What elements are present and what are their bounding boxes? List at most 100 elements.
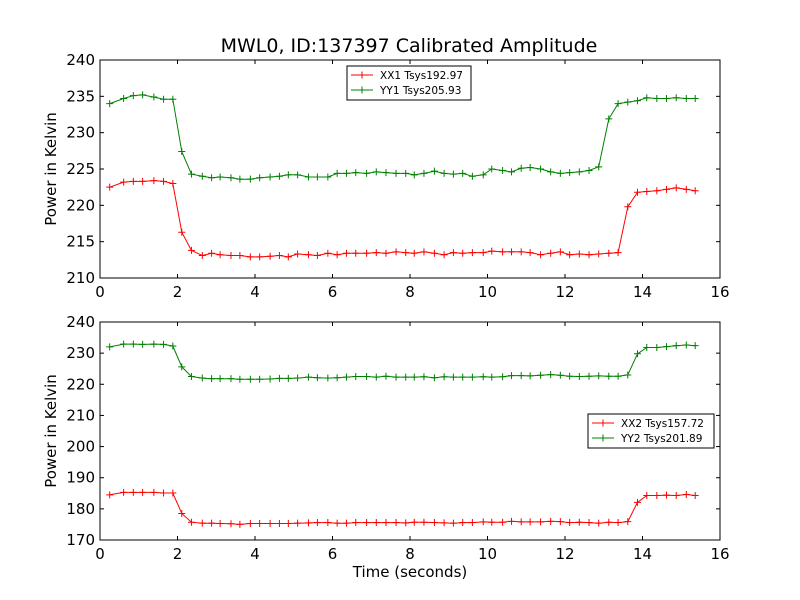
data-point [187,170,195,178]
data-point [198,519,206,527]
data-point [440,373,448,381]
subplot-2: 0 2 4 6 8 10 12 14 16 170 180 190 200 210 220 230 240 Pow… [42,313,730,581]
x-tick-label: 10 [478,545,497,563]
data-point [106,343,114,351]
data-point [208,375,216,383]
data-point [284,171,292,179]
y-tick-label: 235 [66,87,95,105]
data-point [479,249,487,257]
data-point [266,375,274,383]
data-point [614,249,622,257]
series-1 [106,177,699,261]
data-point [488,518,496,526]
data-point [275,251,283,259]
data-point [178,148,186,156]
data-point [178,510,186,518]
data-point [198,374,206,382]
data-point [508,372,516,380]
data-point [216,519,224,527]
data-point [313,173,321,181]
data-point [294,171,302,179]
x-axis-label: Time (seconds) [352,563,468,581]
data-point [372,249,380,257]
data-point [488,373,496,381]
data-point [420,518,428,526]
data-point [595,372,603,380]
data-point [556,518,564,526]
data-point [236,175,244,183]
data-point [160,95,168,103]
data-point [624,371,632,379]
data-point [575,373,583,380]
data-point [479,171,487,179]
data-point [585,519,593,527]
data-point [294,250,302,258]
data-point [246,253,254,261]
data-point [526,518,534,526]
legend-entry: YY2 Tsys201.89 [620,433,702,445]
data-point [575,168,583,176]
data-point [304,251,312,259]
data-point [595,163,603,171]
legend-marker [358,71,366,79]
legend-entry: XX1 Tsys192.97 [380,70,463,82]
data-point [614,372,622,380]
data-point [363,373,371,380]
y-tick-label: 215 [66,233,95,251]
data-point [633,498,641,506]
data-point [537,518,545,526]
data-point [342,519,350,527]
data-point [246,175,254,183]
x-tick-label: 2 [173,545,183,563]
x-tick-label: 2 [173,283,183,301]
data-point [187,518,195,526]
x-tick-label: 0 [95,545,105,563]
data-point [663,343,671,351]
data-point [246,519,254,527]
data-point [449,170,457,178]
data-point [526,249,534,257]
x-tick-label: 6 [328,545,338,563]
data-point [595,519,603,527]
legend-marker [599,419,607,427]
data-point [643,344,651,352]
data-point [129,340,137,348]
data-point [160,177,168,185]
series-2 [106,340,699,383]
data-point [392,373,400,381]
data-point [266,173,274,181]
data-point [605,115,613,123]
data-point [284,519,292,527]
data-point [440,251,448,259]
legend-frame [587,413,715,449]
data-point [120,488,128,496]
y-tick-label: 180 [66,500,95,518]
data-point [624,98,632,106]
data-point [198,172,206,180]
data-point [216,251,224,259]
data-point [198,251,206,259]
data-point [150,93,158,101]
data-point [633,97,641,105]
legend-frame [346,65,472,101]
data-point [547,249,555,257]
data-point [402,249,410,257]
data-point [304,173,312,181]
data-point [682,491,690,499]
data-point [216,375,224,383]
data-point [352,169,360,177]
data-point [352,373,360,380]
data-point [682,185,690,193]
data-point [547,168,555,176]
data-point [294,519,302,527]
data-point [333,374,341,382]
data-point [575,518,583,526]
data-point [605,372,613,380]
data-point [139,91,147,99]
data-point [372,519,380,527]
data-point [363,249,371,257]
data-point [633,350,641,358]
data-point [169,95,177,103]
data-point [410,171,418,179]
data-point [517,164,525,172]
